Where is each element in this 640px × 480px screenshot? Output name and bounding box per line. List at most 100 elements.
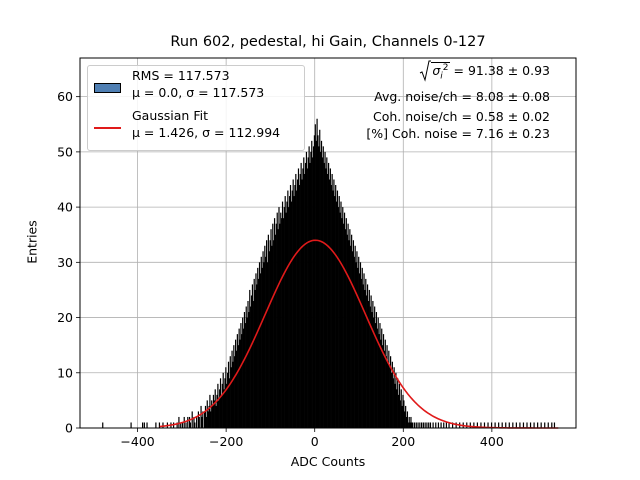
legend: RMS = 117.573 μ = 0.0, σ = 117.573 Gauss… xyxy=(87,65,305,151)
histogram-bar xyxy=(392,378,394,428)
histogram-bar xyxy=(221,383,223,428)
histogram-bar xyxy=(219,378,222,428)
histogram-bar xyxy=(291,190,293,428)
sigma-subscript: i xyxy=(440,71,443,82)
sigma-symbol: σ xyxy=(432,63,441,79)
histogram-bar xyxy=(501,422,503,428)
histogram-bar xyxy=(343,223,345,428)
histogram-bar xyxy=(368,289,370,428)
histogram-bar xyxy=(398,383,401,428)
histogram-bar xyxy=(176,422,178,428)
histogram-bar xyxy=(235,339,237,428)
histogram-bar xyxy=(351,251,354,428)
histogram-bar xyxy=(332,190,334,428)
histogram-bar xyxy=(347,223,349,428)
histogram-bar xyxy=(375,312,378,428)
histogram-bar xyxy=(389,367,391,428)
histogram-bar xyxy=(330,185,332,428)
histogram-bar xyxy=(328,179,331,428)
histogram-bar xyxy=(208,405,210,428)
x-tick-label: −400 xyxy=(120,434,154,449)
histogram-bar xyxy=(413,422,416,428)
histogram-bar xyxy=(390,372,393,428)
histogram-bar xyxy=(242,328,245,428)
histogram-bar xyxy=(476,422,478,428)
histogram-bar xyxy=(358,256,360,428)
histogram-bar xyxy=(314,124,316,429)
histogram-bar xyxy=(204,411,206,428)
histogram-bar xyxy=(452,422,454,428)
histogram-bar xyxy=(326,157,328,428)
histogram-bar xyxy=(204,405,207,428)
histogram-bar xyxy=(162,422,164,428)
histogram-bar xyxy=(281,201,284,428)
histogram-bar xyxy=(342,207,344,428)
histogram-bar xyxy=(404,411,406,428)
histogram-bar xyxy=(274,234,277,428)
histogram-bar xyxy=(390,356,392,428)
histogram-bar xyxy=(348,240,350,428)
histogram-bar xyxy=(445,422,447,428)
histogram-bar xyxy=(490,422,493,428)
histogram-bar xyxy=(443,422,445,428)
legend-fit-label: Gaussian Fit xyxy=(132,108,208,123)
histogram-bar xyxy=(273,240,275,428)
histogram-bar xyxy=(324,151,326,428)
x-tick-label: −200 xyxy=(209,434,243,449)
histogram-bar xyxy=(268,251,270,428)
histogram-bar xyxy=(333,179,335,428)
histogram-bar xyxy=(529,422,532,428)
histogram-bar xyxy=(236,334,238,428)
histogram-bar xyxy=(277,229,279,428)
histogram-bar xyxy=(292,179,294,428)
y-tick-label: 50 xyxy=(57,144,73,159)
histogram-bar xyxy=(388,350,390,428)
histogram-bar xyxy=(311,140,313,428)
histogram-bar xyxy=(412,422,414,428)
histogram-bar xyxy=(244,323,246,428)
axes-frame xyxy=(79,57,577,429)
histogram-bar xyxy=(293,196,295,428)
histogram-bar xyxy=(515,422,517,428)
histogram-bar xyxy=(353,256,355,428)
histogram-bar xyxy=(480,422,482,428)
histogram-bar xyxy=(242,317,244,428)
histogram-bar xyxy=(258,262,261,428)
histogram-bar xyxy=(319,129,321,428)
histogram-bar xyxy=(469,422,471,428)
histogram-bar xyxy=(383,350,385,428)
histogram-bar xyxy=(437,422,440,428)
histogram-bar xyxy=(382,334,385,428)
histogram-bar xyxy=(264,245,266,428)
histogram-bar xyxy=(329,168,331,428)
histogram-bar xyxy=(417,422,419,428)
histogram-bar xyxy=(374,306,376,428)
histogram-bar xyxy=(316,118,318,428)
histogram-bar xyxy=(284,196,286,428)
histogram-bar xyxy=(262,251,264,428)
histogram-bar xyxy=(248,312,250,428)
histogram-bar xyxy=(225,367,227,428)
histogram-bar xyxy=(522,422,525,428)
histogram-bar xyxy=(218,400,220,428)
histogram-bar xyxy=(411,422,413,428)
histogram-bar xyxy=(315,140,317,428)
histogram-bar xyxy=(298,185,300,428)
histogram-bar xyxy=(323,162,325,429)
histogram-bar xyxy=(178,416,180,428)
histogram-bar xyxy=(253,278,255,428)
legend-histogram-swatch xyxy=(94,83,121,93)
histogram-bar xyxy=(230,367,232,428)
histogram-bar xyxy=(229,356,231,428)
histogram-bar xyxy=(494,422,496,428)
histogram-bar xyxy=(238,328,240,428)
histogram-bar xyxy=(235,350,238,428)
histogram-bar xyxy=(240,323,242,428)
histogram-bars xyxy=(102,118,556,429)
histogram-bar xyxy=(246,317,248,428)
histogram-bar xyxy=(335,201,338,428)
histogram-bar xyxy=(300,162,302,429)
histogram-bar xyxy=(269,240,271,428)
histogram-bar xyxy=(279,223,281,428)
histogram-bar xyxy=(320,151,322,428)
